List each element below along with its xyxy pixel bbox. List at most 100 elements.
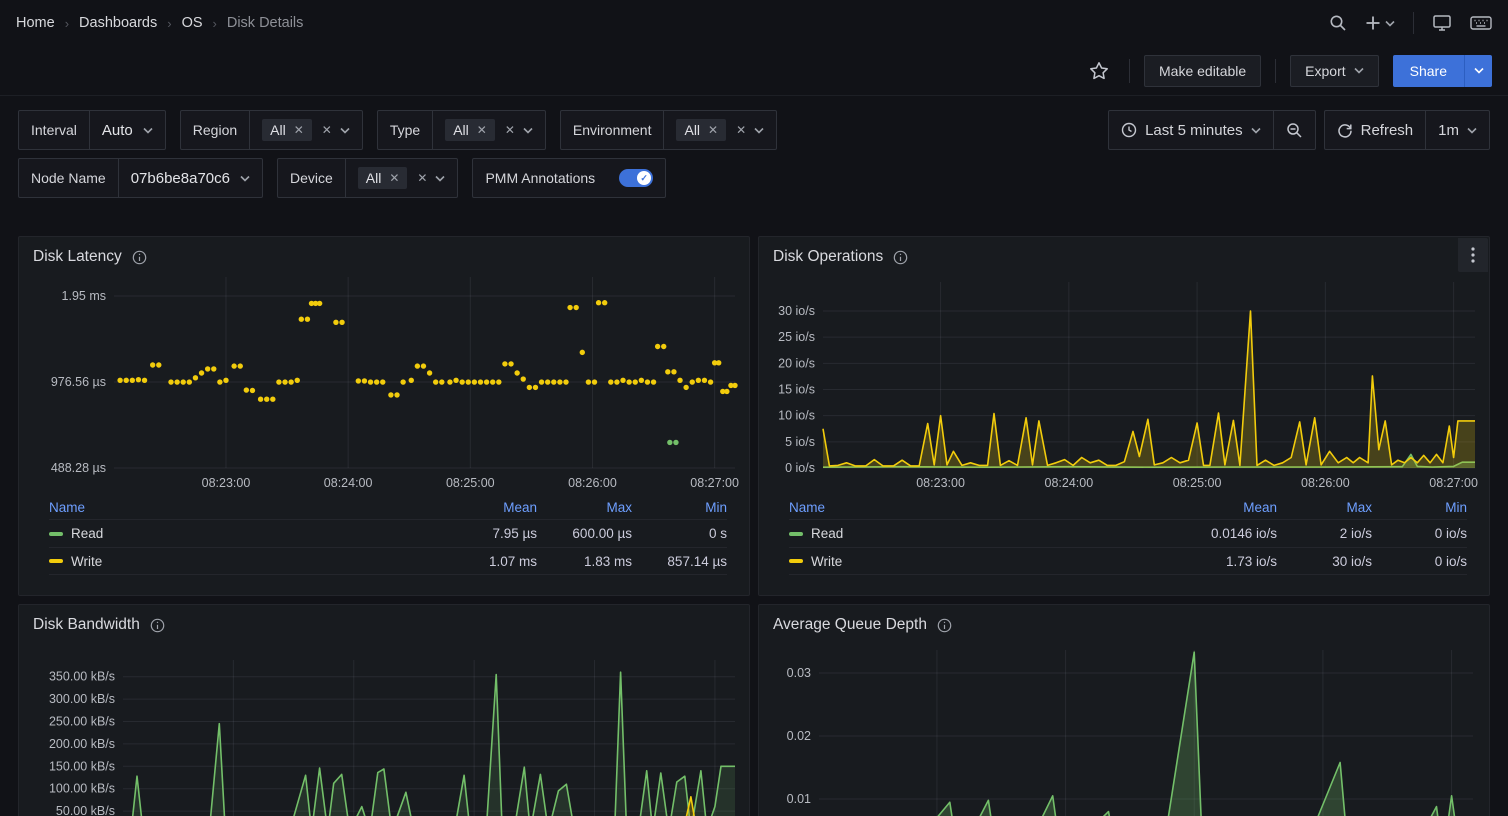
panel-title[interactable]: Disk Latency	[33, 248, 122, 266]
zoom-out-button[interactable]	[1274, 111, 1315, 149]
chip-label: All	[453, 122, 469, 138]
environment-select[interactable]: All✕ ✕	[664, 111, 776, 149]
legend-row-read: Read 0.0146 io/s 2 io/s 0 io/s	[789, 519, 1467, 547]
clear-all-icon[interactable]: ✕	[322, 123, 332, 137]
region-select[interactable]: All✕ ✕	[250, 111, 362, 149]
keyboard-shortcuts-icon[interactable]	[1470, 15, 1492, 31]
svg-text:0.02: 0.02	[787, 729, 811, 743]
svg-text:976.56 µs: 976.56 µs	[51, 375, 106, 389]
share-button[interactable]: Share	[1393, 55, 1464, 87]
kiosk-mode-icon[interactable]	[1432, 14, 1452, 32]
legend-max-value: 1.83 ms	[537, 554, 632, 569]
info-icon[interactable]	[150, 618, 165, 633]
refresh-interval-select[interactable]: 1m	[1426, 111, 1489, 149]
svg-text:0 io/s: 0 io/s	[785, 461, 815, 475]
series-color-chip	[49, 532, 63, 536]
type-variable: Type All✕ ✕	[377, 110, 546, 150]
chip-remove-icon[interactable]: ✕	[389, 171, 399, 185]
pmm-annotations-toggle[interactable]: ✓	[619, 169, 653, 187]
type-chip-all[interactable]: All ✕	[445, 119, 495, 141]
svg-text:08:24:00: 08:24:00	[324, 476, 373, 490]
chevron-down-icon	[1354, 67, 1364, 74]
legend-header-name[interactable]: Name	[789, 500, 1167, 515]
breadcrumb-home[interactable]: Home	[16, 15, 55, 31]
breadcrumb-os[interactable]: OS	[182, 15, 203, 31]
svg-text:08:25:00: 08:25:00	[446, 476, 495, 490]
share-menu-caret-button[interactable]	[1464, 55, 1492, 87]
interval-select[interactable]: Auto	[90, 111, 165, 149]
panel-disk-bandwidth: Disk Bandwidth 08:23:0008:24:0008:25:000…	[18, 604, 750, 816]
legend-max-value: 600.00 µs	[537, 526, 632, 541]
chevron-down-icon	[1385, 20, 1395, 27]
svg-text:15 io/s: 15 io/s	[778, 383, 815, 397]
panel-title[interactable]: Disk Bandwidth	[33, 616, 140, 634]
svg-text:1.95 ms: 1.95 ms	[62, 289, 106, 303]
series-color-chip	[789, 532, 803, 536]
series-name: Write	[71, 554, 102, 569]
legend-table: Name Mean Max Min Read 0.0146 io/s 2 io/…	[759, 495, 1489, 575]
toggle-knob: ✓	[637, 171, 651, 185]
panel-disk-operations: Disk Operations 08:23:0008:24:0008:25:00…	[758, 236, 1490, 596]
device-select[interactable]: All✕ ✕	[346, 159, 458, 197]
chip-remove-icon[interactable]: ✕	[477, 123, 487, 137]
clear-all-icon[interactable]: ✕	[505, 123, 515, 137]
series-name: Read	[811, 526, 843, 541]
device-chip-all[interactable]: All✕	[358, 167, 408, 189]
node-name-select[interactable]: 07b6be8a70c6	[119, 159, 262, 197]
panel-header[interactable]: Disk Latency	[19, 237, 749, 277]
panel-title[interactable]: Disk Operations	[773, 248, 883, 266]
svg-text:0.03: 0.03	[787, 666, 811, 680]
legend-row-read: Read 7.95 µs 600.00 µs 0 s	[49, 519, 727, 547]
info-icon[interactable]	[937, 618, 952, 633]
chip-remove-icon[interactable]: ✕	[708, 123, 718, 137]
breadcrumb-dashboards[interactable]: Dashboards	[79, 15, 157, 31]
legend-header-max[interactable]: Max	[537, 500, 632, 515]
legend-series-write[interactable]: Write	[789, 554, 1167, 569]
panel-header[interactable]: Average Queue Depth	[759, 605, 1489, 645]
legend-header-mean[interactable]: Mean	[427, 500, 537, 515]
info-icon[interactable]	[893, 250, 908, 265]
make-editable-button[interactable]: Make editable	[1144, 55, 1261, 87]
favorite-star-button[interactable]	[1083, 55, 1115, 87]
refresh-icon	[1337, 122, 1353, 138]
legend-header-name[interactable]: Name	[49, 500, 427, 515]
chevron-down-icon	[143, 127, 153, 134]
legend-series-write[interactable]: Write	[49, 554, 427, 569]
chevron-down-icon	[523, 127, 533, 134]
series-name: Read	[71, 526, 103, 541]
panel-header[interactable]: Disk Bandwidth	[19, 605, 749, 645]
legend-header-mean[interactable]: Mean	[1167, 500, 1277, 515]
chevron-down-icon	[1467, 127, 1477, 134]
time-range-label: Last 5 minutes	[1145, 122, 1243, 139]
add-menu-button[interactable]	[1365, 15, 1395, 31]
svg-text:150.00 kB/s: 150.00 kB/s	[49, 759, 115, 773]
divider	[1275, 59, 1276, 83]
clear-all-icon[interactable]: ✕	[736, 123, 746, 137]
svg-text:08:27:00: 08:27:00	[690, 476, 739, 490]
legend-header-min[interactable]: Min	[632, 500, 727, 515]
legend-series-read[interactable]: Read	[49, 526, 427, 541]
legend-header-min[interactable]: Min	[1372, 500, 1467, 515]
svg-text:08:24:00: 08:24:00	[1045, 476, 1094, 490]
node-name-label: Node Name	[19, 159, 119, 197]
environment-chip-all[interactable]: All✕	[676, 119, 726, 141]
panel-header[interactable]: Disk Operations	[759, 237, 1489, 277]
legend-series-read[interactable]: Read	[789, 526, 1167, 541]
clear-all-icon[interactable]: ✕	[417, 171, 427, 185]
chip-remove-icon[interactable]: ✕	[294, 123, 304, 137]
breadcrumb-separator-icon: ›	[213, 16, 217, 31]
export-button[interactable]: Export	[1290, 55, 1378, 87]
legend-mean-value: 7.95 µs	[427, 526, 537, 541]
info-icon[interactable]	[132, 250, 147, 265]
panel-title[interactable]: Average Queue Depth	[773, 616, 927, 634]
type-select[interactable]: All ✕ ✕	[433, 111, 545, 149]
legend-header-max[interactable]: Max	[1277, 500, 1372, 515]
panel-menu-button[interactable]	[1458, 238, 1488, 272]
divider	[1129, 59, 1130, 83]
svg-text:350.00 kB/s: 350.00 kB/s	[49, 670, 115, 684]
chevron-down-icon	[1251, 127, 1261, 134]
time-range-picker[interactable]: Last 5 minutes	[1109, 111, 1273, 149]
region-chip-all[interactable]: All✕	[262, 119, 312, 141]
refresh-button[interactable]: Refresh	[1325, 111, 1426, 149]
search-icon[interactable]	[1329, 14, 1347, 32]
